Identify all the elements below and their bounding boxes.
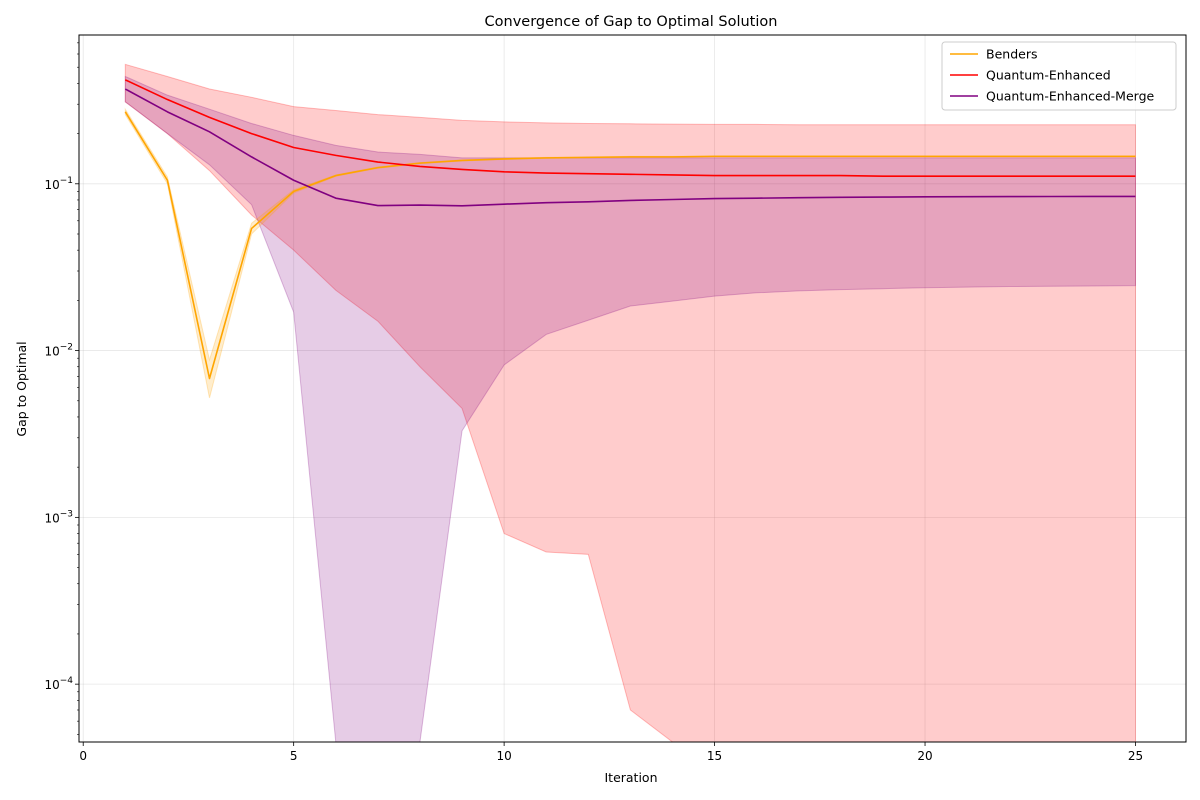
legend-label: Benders xyxy=(986,47,1037,62)
x-tick-label: 15 xyxy=(707,749,722,763)
x-tick-label: 20 xyxy=(917,749,932,763)
x-tick-label: 25 xyxy=(1128,749,1143,763)
x-tick-label: 10 xyxy=(496,749,511,763)
legend-label: Quantum-Enhanced-Merge xyxy=(986,89,1155,104)
band-quantum-enhanced-merge xyxy=(124,75,1136,742)
x-tick-label: 0 xyxy=(79,749,87,763)
x-axis-ticks: 0 5 10 15 20 25 xyxy=(79,742,1143,763)
plot-frame xyxy=(78,34,1187,743)
line-quantum-enhanced-merge xyxy=(124,88,1136,207)
legend-label: Quantum-Enhanced xyxy=(986,68,1111,83)
series-lines xyxy=(124,79,1136,380)
legend-box xyxy=(941,41,1177,111)
line-benders xyxy=(124,111,1136,380)
x-tick-label: 5 xyxy=(290,749,298,763)
grid xyxy=(79,35,1186,742)
band-quantum-enhanced xyxy=(124,63,1136,742)
chart-title: Convergence of Gap to Optimal Solution xyxy=(485,14,778,30)
x-axis-label: Iteration xyxy=(604,770,657,785)
y-axis-label: Gap to Optimal xyxy=(14,341,29,436)
line-quantum-enhanced xyxy=(124,79,1136,178)
legend: Benders Quantum-Enhanced Quantum-Enhanced-… xyxy=(941,41,1177,111)
